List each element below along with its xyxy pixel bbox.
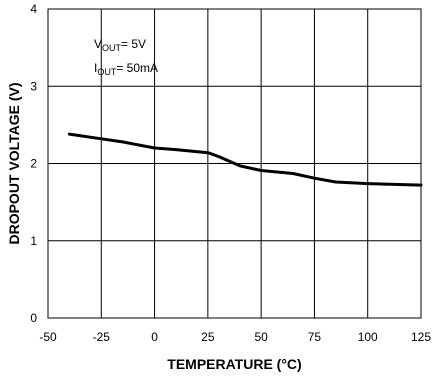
x-tick-label: 50 — [254, 330, 268, 344]
x-tick-label: 125 — [411, 330, 431, 344]
annotation-vout-main: V — [94, 37, 102, 51]
x-tick-label: -50 — [39, 330, 57, 344]
grid — [48, 9, 421, 318]
annotation-iout-rest: = 50mA — [116, 61, 158, 75]
annotation-iout-main: I — [94, 61, 97, 75]
x-tick-labels: -50 -25 0 25 50 75 100 125 — [39, 330, 431, 344]
annotation-vout-sub: OUT — [102, 43, 122, 53]
y-tick-label: 2 — [30, 157, 37, 171]
annotation-vout-rest: = 5V — [121, 37, 146, 51]
annotation-vout: VOUT= 5V — [94, 37, 146, 53]
annotation-iout: IOUT= 50mA — [94, 61, 158, 77]
x-tick-label: 25 — [201, 330, 215, 344]
x-axis-title: TEMPERATURE (°C) — [167, 356, 301, 372]
y-tick-label: 0 — [30, 311, 37, 325]
series-layer — [67, 132, 423, 187]
x-tick-label: 75 — [308, 330, 322, 344]
series-line-0 — [67, 132, 423, 187]
y-tick-label: 3 — [30, 79, 37, 93]
annotation-iout-sub: OUT — [97, 67, 117, 77]
y-tick-label: 1 — [30, 234, 37, 248]
y-tick-label: 4 — [30, 2, 37, 16]
plot-frame — [47, 8, 422, 319]
y-axis-title: DROPOUT VOLTAGE (V) — [6, 82, 22, 244]
y-tick-labels: 0 1 2 3 4 — [30, 2, 37, 325]
x-tick-label: 0 — [151, 330, 158, 344]
x-tick-label: -25 — [93, 330, 111, 344]
x-tick-label: 100 — [358, 330, 378, 344]
